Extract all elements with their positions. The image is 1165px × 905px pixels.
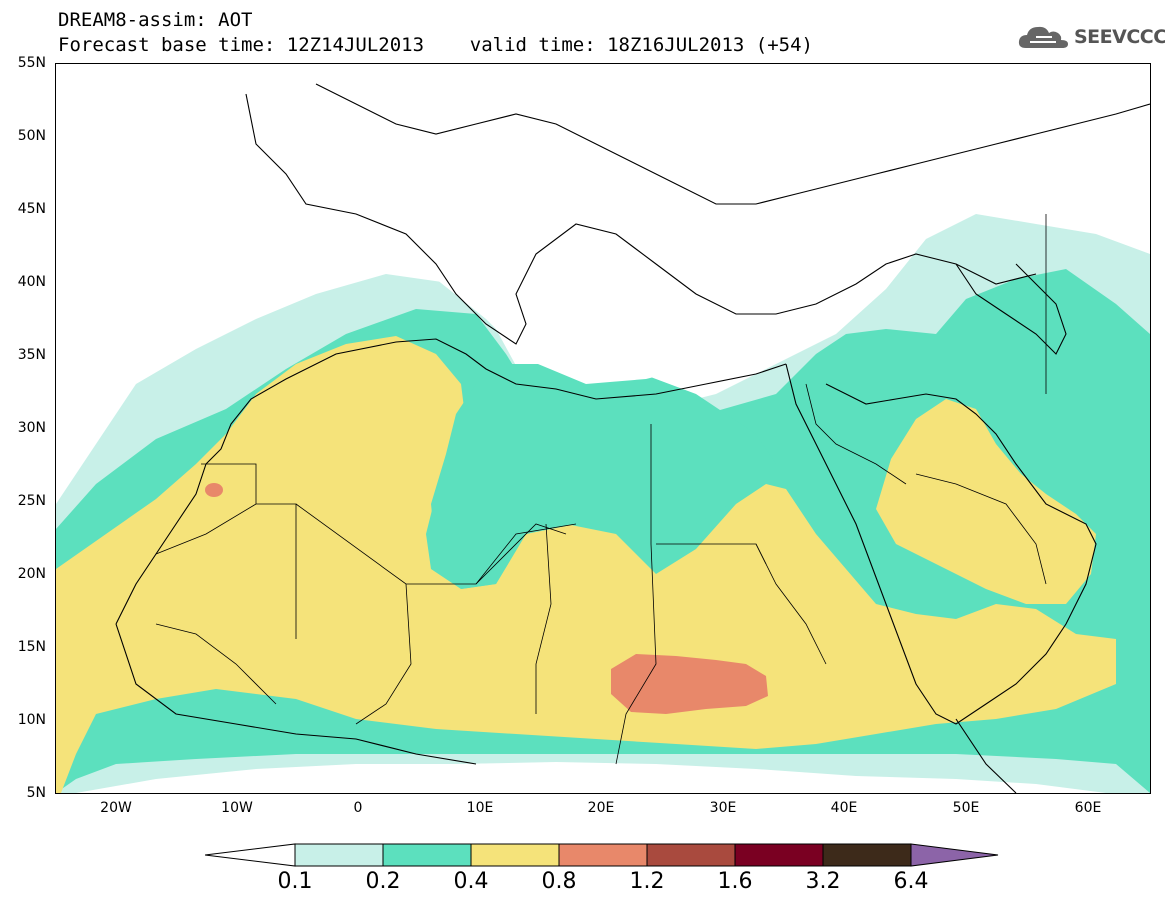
lat-label: 50N (17, 128, 46, 144)
aot-contour-0.2-libya (431, 364, 776, 589)
lon-label: 30E (709, 800, 737, 816)
lat-label: 5N (26, 785, 46, 801)
colorbar-label: 1.2 (629, 869, 665, 894)
colorbar-label: 0.4 (453, 869, 489, 894)
colorbar-label: 0.2 (365, 869, 401, 894)
map-panel (55, 63, 1151, 794)
lon-label: 60E (1074, 800, 1102, 816)
aot-contour-0.8-sudan (611, 654, 768, 714)
seevccc-logo: SEEVCCC (1016, 22, 1165, 56)
colorbar-swatch (470, 843, 560, 867)
lon-label: 10W (221, 800, 253, 816)
lon-label: 0 (353, 800, 363, 816)
colorbar-label: 3.2 (805, 869, 841, 894)
lat-label: 40N (17, 274, 46, 290)
aot-contour-0.4 (56, 336, 1116, 793)
colorbar-swatch (382, 843, 472, 867)
lat-label: 35N (17, 347, 46, 363)
colorbar-under-arrow (205, 843, 296, 867)
lon-label: 40E (830, 800, 858, 816)
coastlines (115, 83, 1150, 793)
lat-label: 15N (17, 639, 46, 655)
lon-label: 50E (952, 800, 980, 816)
aot-contour-0.4-arabia (876, 399, 1096, 604)
colorbar-swatch (294, 843, 384, 867)
lat-label: 25N (17, 493, 46, 509)
cloud-logo-icon (1018, 26, 1068, 48)
lat-label: 45N (17, 201, 46, 217)
lon-label: 20E (587, 800, 615, 816)
colorbar-label: 0.1 (277, 869, 313, 894)
colorbar-label: 6.4 (893, 869, 929, 894)
colorbar-over-arrow (910, 843, 999, 867)
chart-title: DREAM8-assim: AOT (58, 9, 253, 31)
lat-label: 30N (17, 420, 46, 436)
colorbar-swatch (734, 843, 824, 867)
lat-label: 10N (17, 712, 46, 728)
aot-below-0.1-europe (56, 64, 1150, 384)
colorbar-swatch (822, 843, 912, 867)
aot-field-map (56, 64, 1150, 793)
colorbar-label: 0.8 (541, 869, 577, 894)
aot-contour-0.8-mauritania (205, 483, 223, 497)
country-borders (155, 214, 1047, 765)
colorbar-label: 1.6 (717, 869, 753, 894)
logo-text: SEEVCCC (1074, 26, 1165, 48)
lon-label: 10E (466, 800, 494, 816)
colorbar (205, 843, 999, 867)
lat-label: 20N (17, 566, 46, 582)
colorbar-swatch (558, 843, 648, 867)
lat-label: 55N (17, 55, 46, 71)
colorbar-swatch (646, 843, 736, 867)
lon-label: 20W (100, 800, 132, 816)
chart-subtitle: Forecast base time: 12Z14JUL2013 valid t… (58, 34, 813, 56)
